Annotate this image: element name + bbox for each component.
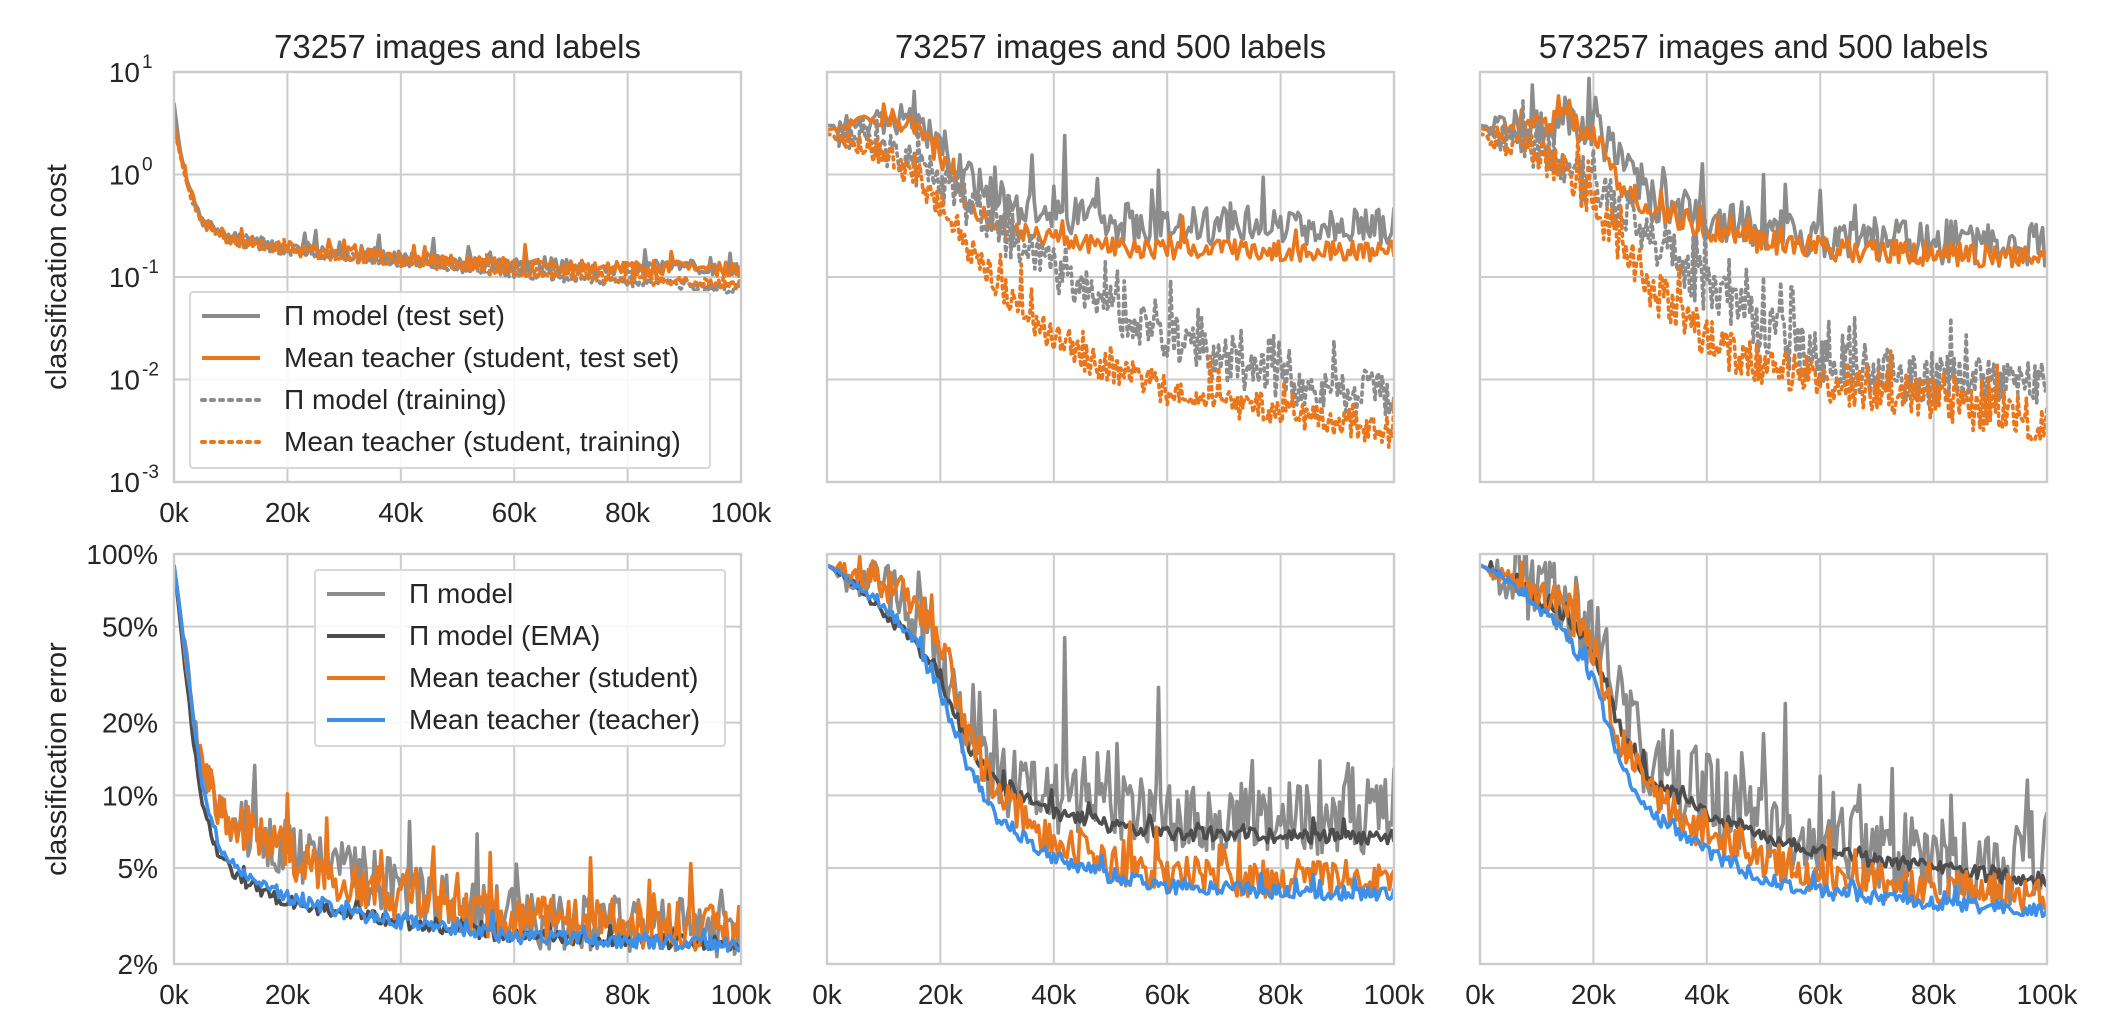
series-line-2 [827, 102, 1394, 263]
y-tick-exponent: -3 [142, 462, 159, 483]
panel-frame [825, 552, 1396, 966]
y-axis-label: classification cost [41, 164, 73, 390]
panel-title: 73257 images and 500 labels [895, 28, 1326, 65]
legend-box [189, 291, 711, 469]
y-tick-exponent: -1 [142, 257, 159, 278]
panel-6: 0k 20k 40k 60k 80k 100k [1465, 552, 2079, 1010]
y-tick-exponent: -2 [142, 360, 159, 381]
legend-label: Mean teacher (student, training) [284, 426, 681, 457]
y-tick-label: 5% [118, 853, 158, 884]
panel-frame [1478, 552, 2049, 966]
y-tick-label: 2% [118, 949, 158, 980]
panel-frame [1478, 70, 2049, 484]
plot-area [1480, 554, 2047, 919]
x-tick-label: 20k [918, 979, 964, 1010]
x-tick-label: 100k [2017, 979, 2079, 1010]
plot-area [827, 89, 1394, 450]
x-tick-label: 0k [1465, 979, 1496, 1010]
plot-area [827, 554, 1394, 902]
series-line-2 [174, 125, 741, 278]
y-tick-label: 10 [109, 57, 140, 88]
y-tick-label: 10% [102, 780, 158, 811]
y-tick-label: 10 [109, 160, 140, 191]
y-tick-label: 10 [109, 262, 140, 293]
x-tick-label: 20k [265, 979, 311, 1010]
panel-5: 0k 20k 40k 60k 80k 100k [812, 552, 1426, 1010]
x-tick-label: 100k [711, 979, 773, 1010]
legend-label: Π model (EMA) [409, 620, 600, 651]
x-tick-label: 80k [1911, 979, 1957, 1010]
series-line-3 [1480, 99, 2047, 406]
x-tick-label: 40k [1684, 979, 1730, 1010]
panel-2: 73257 images and 500 labels [825, 28, 1396, 484]
panel-title: 73257 images and labels [274, 28, 641, 65]
x-tick-label: 20k [1571, 979, 1617, 1010]
x-tick-label: 100k [711, 497, 773, 528]
x-tick-label: 80k [605, 979, 651, 1010]
y-tick-label: 100% [86, 539, 158, 570]
legend-label: Π model (test set) [284, 300, 505, 331]
x-tick-label: 0k [159, 497, 190, 528]
x-tick-label: 80k [605, 497, 651, 528]
panel-4: 0k 20k 40k 60k 80k 100k 100% 50% 20% 10% 5% 2% class… [41, 539, 772, 1010]
series-line-3 [174, 564, 741, 952]
y-tick-label: 50% [102, 612, 158, 643]
x-tick-label: 40k [378, 979, 424, 1010]
x-tick-label: 40k [1031, 979, 1077, 1010]
panel-3: 573257 images and 500 labels [1478, 28, 2049, 484]
x-tick-label: 40k [378, 497, 424, 528]
plot-area [174, 102, 741, 296]
series-line-2 [1480, 94, 2047, 269]
x-tick-label: 60k [1145, 979, 1191, 1010]
x-tick-label: 0k [159, 979, 190, 1010]
series-line-3 [1480, 560, 2047, 915]
y-axis-label: classification error [41, 642, 73, 876]
panel-frame [825, 70, 1396, 484]
x-tick-label: 60k [1798, 979, 1844, 1010]
legend-box [314, 569, 726, 747]
x-tick-label: 60k [492, 979, 538, 1010]
x-tick-label: 20k [265, 497, 311, 528]
plot-area [174, 564, 741, 959]
series-line-4 [1480, 563, 2047, 919]
panel-title: 573257 images and 500 labels [1539, 28, 1989, 65]
series-line-4 [174, 564, 741, 953]
legend-label: Mean teacher (student) [409, 662, 699, 693]
series-line-4 [1480, 125, 2047, 442]
legend-label: Mean teacher (teacher) [409, 704, 700, 735]
x-tick-label: 0k [812, 979, 843, 1010]
x-tick-label: 60k [492, 497, 538, 528]
series-line-4 [174, 123, 741, 290]
y-tick-exponent: 0 [142, 155, 153, 176]
y-tick-label: 10 [109, 365, 140, 396]
y-tick-label: 20% [102, 708, 158, 739]
legend: Π model (test set) Mean teacher (student,… [189, 291, 711, 469]
series-line-1 [1480, 554, 2047, 907]
y-tick-label: 10 [109, 467, 140, 498]
series-line-4 [827, 563, 1394, 902]
y-tick-exponent: 1 [142, 52, 153, 73]
series-line-1 [827, 89, 1394, 247]
panel-frame [172, 70, 743, 484]
legend: Π model Π model (EMA) Mean teacher (studen… [314, 569, 726, 747]
x-tick-label: 80k [1258, 979, 1304, 1010]
legend-label: Π model [409, 578, 513, 609]
x-tick-label: 100k [1364, 979, 1426, 1010]
legend-label: Mean teacher (student, test set) [284, 342, 679, 373]
legend-label: Π model (training) [284, 384, 507, 415]
series-line-3 [827, 554, 1394, 899]
series-line-3 [827, 117, 1394, 417]
series-line-4 [827, 131, 1394, 450]
panel-frame [172, 552, 743, 966]
plot-area [1480, 76, 2047, 442]
